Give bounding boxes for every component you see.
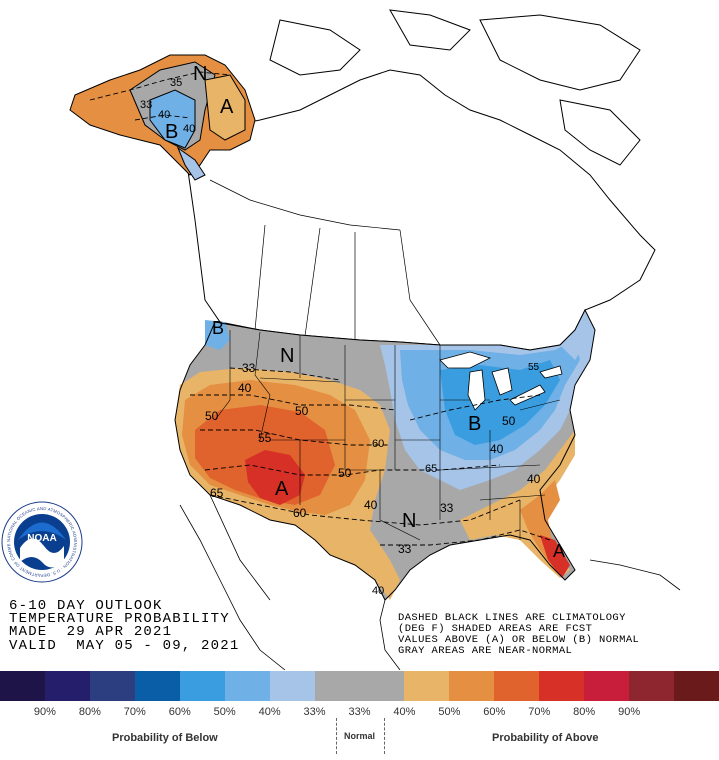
noaa-logo-text: NOAA — [27, 533, 56, 544]
legend-swatch — [134, 671, 181, 701]
made-date: MADE 29 APR 2021 — [9, 624, 173, 640]
legend-swatch — [0, 671, 46, 701]
legend-swatch — [359, 671, 405, 701]
label-40-east: 40 — [490, 442, 504, 456]
legend-swatch — [44, 671, 91, 701]
map-labels: N B A 33 35 40 40 B N 33 40 50 55 50 60 … — [140, 63, 565, 597]
label-alaska-33: 33 — [140, 99, 152, 111]
legend-tick-label: 80% — [573, 706, 596, 718]
legend-swatch — [269, 671, 316, 701]
label-50-south: 50 — [338, 466, 352, 480]
label-pnw-B: B — [212, 318, 224, 338]
label-65-south: 65 — [210, 486, 224, 500]
legend-swatch — [89, 671, 136, 701]
legend-swatch — [224, 671, 271, 701]
label-alaska-35: 35 — [170, 77, 182, 89]
label-33-west: 33 — [242, 361, 256, 375]
canada-region — [184, 9, 656, 351]
label-alaska-N: N — [193, 63, 207, 85]
label-alaska-40: 40 — [158, 109, 170, 121]
legend-swatch — [494, 671, 540, 701]
legend-normal-title: Normal — [344, 731, 376, 741]
legend-tick-label: 33% — [303, 706, 326, 718]
state-lines — [174, 308, 596, 601]
label-33-coast: 33 — [398, 542, 412, 556]
label-50-east: 50 — [502, 414, 516, 428]
legend-tick-label: 90% — [618, 706, 641, 718]
legend-tick-label: 40% — [393, 706, 416, 718]
label-60-mid: 60 — [372, 438, 384, 450]
label-33-south: 33 — [440, 501, 454, 515]
label-55-ne: 55 — [528, 362, 540, 373]
legend-swatch — [449, 671, 495, 701]
legend-swatch — [584, 671, 630, 701]
legend-tick-label: 80% — [78, 706, 101, 718]
label-south-N: N — [402, 510, 416, 532]
label-alaska-40b: 40 — [183, 123, 195, 135]
label-40-coast: 40 — [372, 585, 384, 597]
legend-swatch — [674, 671, 719, 701]
legend-below-title: Probability of Below — [112, 732, 218, 744]
legend-tick-label: 70% — [528, 706, 551, 718]
label-50-west: 50 — [205, 409, 219, 423]
note-line-3: VALUES ABOVE (A) OR BELOW (B) NORMAL — [398, 634, 640, 646]
outlook-title: 6-10 DAY OUTLOOK — [9, 598, 163, 614]
label-40-se: 40 — [527, 472, 541, 486]
legend-swatch — [629, 671, 675, 701]
probability-legend: 90% 80% 70% 60% 50% 40% 33% 33% 40% 50% 60% 70% 80% 9… — [0, 671, 719, 760]
legend-tick-label: 33% — [348, 706, 371, 718]
label-north-N: N — [280, 345, 294, 367]
label-alaska-A: A — [220, 96, 234, 118]
label-55-west: 55 — [258, 431, 272, 445]
legend-swatch — [179, 671, 226, 701]
label-alaska-B: B — [165, 121, 178, 143]
label-50-mid: 50 — [295, 404, 309, 418]
legend-swatch — [539, 671, 585, 701]
outlook-map: N B A 33 35 40 40 B N 33 40 50 55 50 60 … — [0, 0, 681, 670]
outlook-subtitle: TEMPERATURE PROBABILITY — [9, 611, 230, 627]
label-florida-A: A — [553, 541, 565, 561]
legend-swatch — [404, 671, 450, 701]
province-lines — [209, 179, 441, 346]
label-40-south: 40 — [364, 498, 378, 512]
legend-above-title: Probability of Above — [492, 732, 599, 744]
note-line-4: GRAY AREAS ARE NEAR-NORMAL — [398, 645, 573, 657]
legend-tick-label: 70% — [123, 706, 146, 718]
valid-dates: VALID MAY 05 - 09, 2021 — [9, 638, 240, 654]
legend-tick-label: 40% — [258, 706, 281, 718]
note-line-2: (DEG F) SHADED AREAS ARE FCST — [398, 623, 593, 635]
label-east-B: B — [468, 413, 481, 435]
legend-separator-right — [384, 718, 385, 754]
legend-tick-label: 50% — [213, 706, 236, 718]
legend-tick-label: 50% — [438, 706, 461, 718]
label-65-east: 65 — [425, 463, 437, 475]
legend-tick-label: 90% — [33, 706, 56, 718]
label-southwest-A: A — [275, 478, 289, 500]
mexico-outline — [179, 494, 681, 670]
great-lakes — [439, 351, 563, 411]
climatology-lines — [89, 71, 551, 546]
legend-swatch — [314, 671, 360, 701]
legend-separator-left — [336, 718, 337, 754]
label-60-south: 60 — [293, 506, 307, 520]
note-line-1: DASHED BLACK LINES ARE CLIMATOLOGY — [398, 612, 626, 624]
legend-tick-label: 60% — [483, 706, 506, 718]
label-40-west: 40 — [238, 381, 252, 395]
legend-tick-label: 60% — [168, 706, 191, 718]
